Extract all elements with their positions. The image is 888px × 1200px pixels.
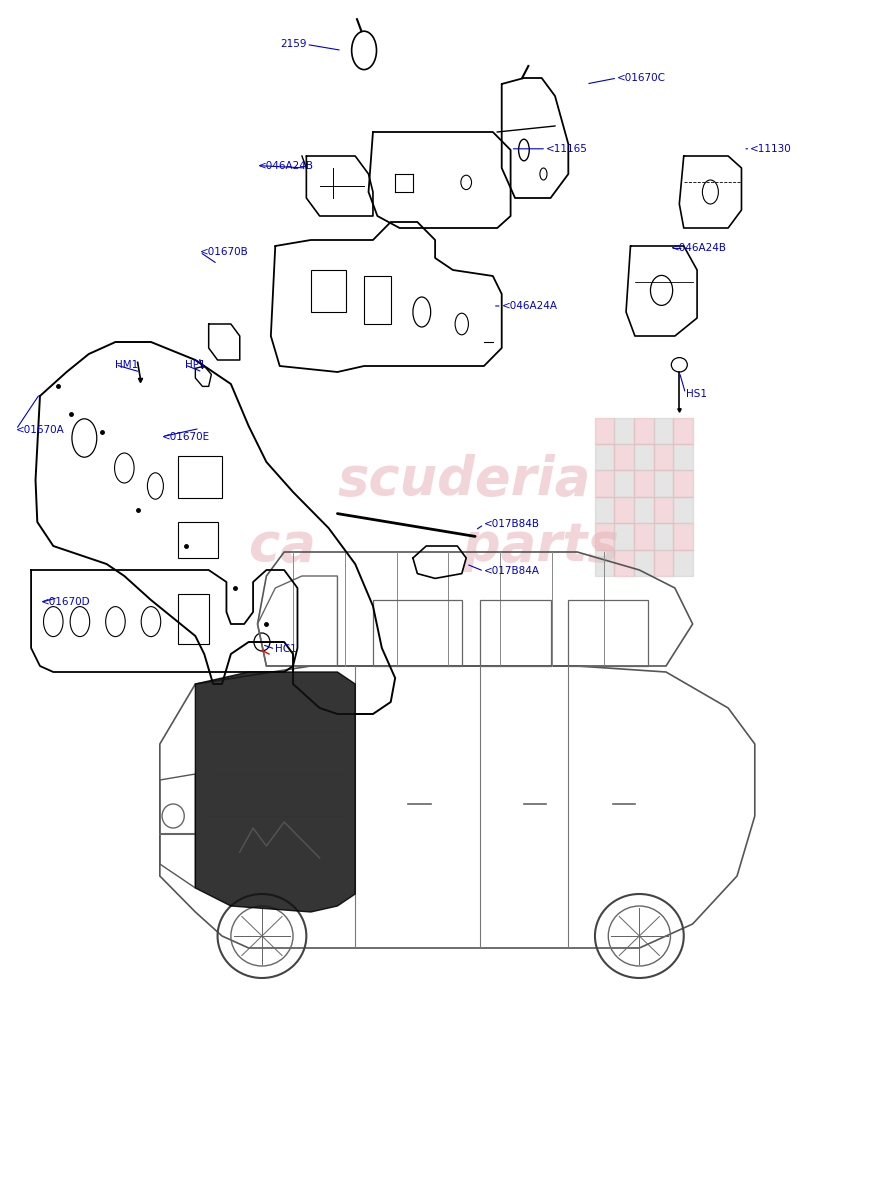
Polygon shape	[195, 672, 355, 912]
Bar	[614, 470, 634, 497]
Text: 2159: 2159	[280, 40, 306, 49]
Text: <046A24B: <046A24B	[258, 161, 313, 170]
Text: <11165: <11165	[546, 144, 588, 154]
Bar	[595, 418, 614, 444]
Text: <017B84A: <017B84A	[484, 566, 540, 576]
Bar	[634, 470, 654, 497]
Bar	[634, 418, 654, 444]
Bar	[673, 444, 693, 470]
Bar	[673, 497, 693, 523]
Bar	[654, 497, 673, 523]
Bar	[595, 523, 614, 550]
Bar	[614, 523, 634, 550]
Bar	[634, 550, 654, 576]
Bar	[673, 523, 693, 550]
Text: <01670A: <01670A	[16, 425, 65, 434]
Text: <046A24A: <046A24A	[502, 301, 558, 311]
Text: HS1: HS1	[686, 389, 707, 398]
Text: HP1: HP1	[185, 360, 205, 370]
Bar	[614, 550, 634, 576]
Text: HM1: HM1	[115, 360, 139, 370]
Bar	[654, 418, 673, 444]
Bar	[614, 444, 634, 470]
Text: HC1: HC1	[275, 644, 297, 654]
Text: <01670E: <01670E	[162, 432, 210, 442]
Text: <11130: <11130	[750, 144, 792, 154]
Bar	[614, 497, 634, 523]
Bar	[634, 497, 654, 523]
Bar	[673, 550, 693, 576]
Bar	[634, 444, 654, 470]
Bar	[595, 470, 614, 497]
Bar	[595, 550, 614, 576]
Bar	[673, 470, 693, 497]
Bar	[654, 523, 673, 550]
Bar	[634, 523, 654, 550]
Bar	[654, 444, 673, 470]
Text: scuderia: scuderia	[337, 454, 591, 506]
Bar	[654, 550, 673, 576]
Text: <01670B: <01670B	[200, 247, 249, 257]
Text: <01670D: <01670D	[41, 598, 91, 607]
Bar	[595, 444, 614, 470]
Text: ca        parts: ca parts	[249, 520, 619, 572]
Text: <046A24B: <046A24B	[670, 244, 726, 253]
Text: <01670C: <01670C	[617, 73, 666, 83]
Text: <017B84B: <017B84B	[484, 520, 540, 529]
Bar	[595, 497, 614, 523]
Bar	[673, 418, 693, 444]
Bar	[614, 418, 634, 444]
Bar	[654, 470, 673, 497]
